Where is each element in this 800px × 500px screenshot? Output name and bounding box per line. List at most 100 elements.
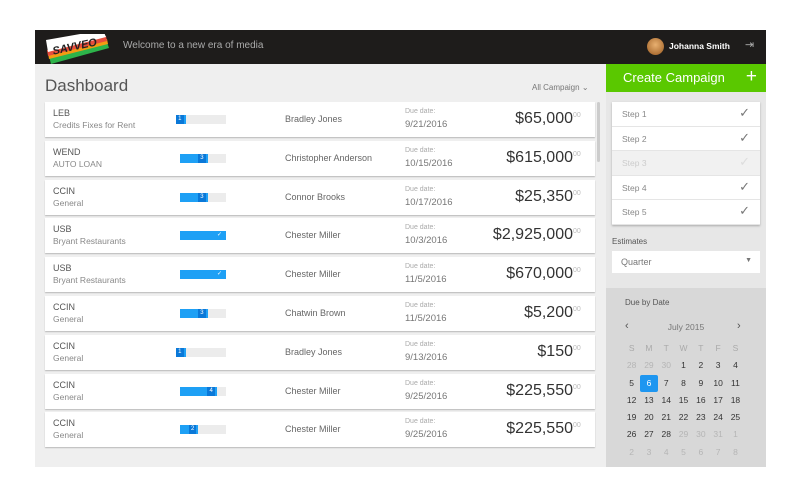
calendar-day[interactable]: 28 [626, 360, 637, 371]
table-row[interactable]: CCIN General 2 Chester Miller Due date: 9/25/… [45, 412, 595, 448]
due-date-label: Due date: [405, 185, 436, 193]
calendar-day[interactable]: 3 [715, 360, 721, 371]
calendar-day[interactable]: 5 [681, 446, 686, 457]
assignee-name: Christopher Anderson [285, 152, 373, 163]
calendar-day[interactable]: 1 [733, 429, 738, 440]
checkmark-icon: ✓ [739, 203, 750, 218]
calendar-day[interactable]: 10 [713, 377, 723, 388]
due-date: 10/3/2016 [405, 235, 448, 247]
next-month-icon[interactable]: › [737, 320, 741, 332]
logout-icon[interactable]: ⇥ [745, 39, 755, 51]
calendar-day[interactable]: 22 [678, 412, 689, 423]
calendar-day[interactable]: 30 [696, 429, 706, 440]
calendar-day[interactable]: 5 [629, 377, 635, 388]
calendar-day[interactable]: 29 [678, 429, 689, 440]
calendar-day[interactable]: 18 [730, 394, 741, 405]
calendar-day[interactable]: 30 [661, 360, 671, 371]
calendar-day[interactable]: 11 [731, 377, 740, 388]
calendar-day[interactable]: 12 [626, 394, 637, 405]
step-item[interactable]: Step 1 ✓ [612, 102, 760, 127]
savveo-logo[interactable]: SAVVEO [45, 34, 115, 68]
calendar-day[interactable]: 4 [733, 360, 738, 371]
due-date-label: Due date: [405, 224, 436, 232]
calendar-day[interactable]: 24 [713, 412, 723, 423]
calendar-day[interactable]: 19 [626, 412, 637, 423]
campaign-name: Credits Fixes for Rent [53, 120, 136, 130]
estimates-value: Quarter [621, 257, 652, 267]
amount-cents: 00 [573, 150, 581, 158]
scrollbar[interactable] [597, 102, 600, 162]
calendar-day[interactable]: 15 [678, 394, 689, 405]
due-date-label: Due date: [405, 340, 436, 348]
estimates-select[interactable]: Quarter ▼ [612, 251, 760, 273]
progress-fill: 1 [176, 115, 186, 124]
table-row[interactable]: CCIN General 3 Connor Brooks Due date: 10/17/… [45, 179, 595, 215]
calendar-day[interactable]: 16 [696, 394, 706, 405]
campaign-name: General [53, 314, 84, 324]
steps-list: Step 1 ✓ Step 2 ✓ Step 3 ✓ Step 4 ✓ Step 5 ✓ [612, 102, 760, 225]
table-row[interactable]: USB Bryant Restaurants ✓ Chester Miller Due … [45, 257, 595, 293]
calendar-day[interactable]: 3 [646, 446, 652, 457]
table-row[interactable]: USB Bryant Restaurants ✓ Chester Miller Due … [45, 218, 595, 254]
create-campaign-button[interactable]: Create Campaign + [606, 64, 766, 92]
due-date-label: Due date: [405, 418, 436, 426]
calendar-day[interactable]: 25 [730, 412, 741, 423]
progress-bar: 1 [176, 347, 226, 357]
weekday-header: F [715, 343, 721, 353]
calendar-day[interactable]: 6 [698, 446, 704, 457]
progress-step-badge: 1 [176, 115, 184, 124]
calendar-day[interactable]: 20 [644, 412, 654, 423]
due-date: 10/17/2016 [405, 196, 453, 208]
campaign-filter-dropdown[interactable]: All Campaign ⌄ [532, 83, 589, 92]
calendar-day[interactable]: 9 [698, 377, 704, 388]
table-row[interactable]: CCIN General 1 Bradley Jones Due date: 9/13/2… [45, 334, 595, 370]
table-row[interactable]: CCIN General 4 Chester Miller Due date: 9/25/… [45, 373, 595, 409]
table-row[interactable]: WEND AUTO LOAN 3 Christopher Anderson Due da… [45, 140, 595, 176]
campaign-code: LEB [53, 108, 71, 118]
amount-value: $5,200 [524, 304, 573, 321]
user-name[interactable]: Johanna Smith [669, 41, 730, 51]
selected-day[interactable]: 6 [640, 374, 658, 392]
step-item[interactable]: Step 2 ✓ [612, 127, 760, 151]
calendar-day[interactable]: 17 [713, 394, 723, 405]
calendar-day[interactable]: 8 [733, 446, 738, 457]
step-item[interactable]: Step 5 ✓ [612, 200, 760, 225]
campaign-code: USB [53, 224, 72, 235]
calendar-day[interactable]: 2 [698, 360, 704, 371]
step-item[interactable]: Step 4 ✓ [612, 176, 760, 200]
calendar-day[interactable]: 29 [644, 360, 654, 371]
calendar-day[interactable]: 2 [629, 446, 635, 457]
calendar-day[interactable]: 23 [696, 412, 706, 423]
calendar-day[interactable]: 7 [715, 446, 721, 457]
chevron-down-icon: ⌄ [581, 83, 589, 92]
calendar-day[interactable]: 26 [626, 429, 637, 440]
calendar-day[interactable]: 27 [644, 429, 654, 440]
progress-step-badge: 3 [198, 153, 206, 163]
calendar-day[interactable]: 14 [661, 394, 671, 405]
top-bar: SAVVEO Welcome to a new era of media Joh… [35, 30, 766, 64]
table-row[interactable]: CCIN General 3 Chatwin Brown Due date: 11/5/2… [45, 296, 595, 331]
prev-month-icon[interactable]: ‹ [625, 320, 629, 332]
amount: $670,000 00 [506, 265, 581, 283]
calendar-day[interactable]: 1 [681, 360, 686, 371]
table-row[interactable]: LEB Credits Fixes for Rent 1 Bradley Jones D… [45, 102, 595, 137]
progress-bar: 3 [180, 309, 226, 318]
calendar-day[interactable]: 8 [681, 377, 686, 388]
calendar-day[interactable]: 31 [713, 429, 723, 440]
avatar[interactable] [647, 38, 664, 55]
calendar-day[interactable]: 7 [663, 377, 669, 388]
due-date-label: Due date: [405, 379, 436, 387]
calendar-day[interactable]: 13 [644, 394, 654, 405]
calendar-day[interactable]: 4 [663, 446, 669, 457]
due-date: 9/21/2016 [405, 119, 448, 130]
assignee-name: Chester Miller [285, 269, 341, 280]
checkmark-icon: ✓ [739, 154, 750, 169]
checkmark-icon: ✓ [739, 105, 750, 120]
step-item[interactable]: Step 3 ✓ [612, 151, 760, 176]
calendar-day[interactable]: 28 [661, 429, 671, 440]
amount: $150 00 [537, 343, 580, 361]
calendar-day[interactable]: 21 [661, 412, 671, 423]
campaign-name: General [53, 352, 84, 363]
assignee-name: Chester Miller [285, 230, 341, 241]
estimates-label: Estimates [612, 237, 648, 246]
